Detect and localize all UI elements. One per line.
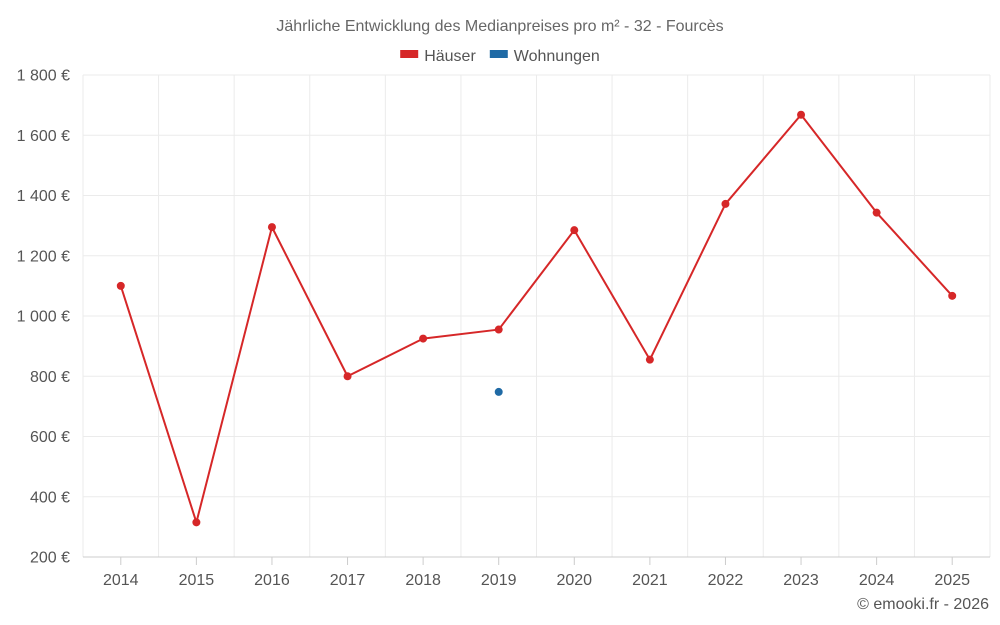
series-0-point [116, 281, 125, 290]
series-layer [116, 110, 957, 527]
y-tick-label: 1 600 € [17, 128, 70, 145]
series-line-0 [119, 113, 953, 524]
x-tick-label: 2024 [859, 572, 895, 589]
legend-swatch [489, 50, 508, 58]
credit-text: © emooki.fr - 2026 [857, 596, 989, 613]
legend-item-0: Häuser [400, 48, 476, 65]
x-tick-label: 2022 [708, 572, 744, 589]
series-0-point [419, 334, 428, 343]
y-tick-label: 800 € [30, 369, 70, 386]
series-0-point [797, 110, 806, 119]
series-0-point [494, 325, 503, 334]
x-tick-label: 2025 [934, 572, 970, 589]
y-tick-label: 1 400 € [17, 188, 70, 205]
x-tick-label: 2017 [330, 572, 366, 589]
series-0-point [948, 291, 957, 300]
x-tick-label: 2016 [254, 572, 290, 589]
legend-label: Häuser [424, 48, 476, 65]
axes: 200 € 400 € 600 € 800 € 1 000 € 1 200 € 1 400 … [17, 68, 990, 589]
x-tick-label: 2023 [783, 572, 819, 589]
x-tick-label: 2018 [405, 572, 441, 589]
x-tick-label: 2014 [103, 572, 139, 589]
series-0-point [343, 372, 352, 381]
series-0-point [192, 518, 201, 527]
legend-item-1: Wohnungen [489, 48, 600, 65]
series-0-point [570, 226, 579, 235]
y-tick-label: 200 € [30, 550, 70, 567]
y-tick-label: 600 € [30, 429, 70, 446]
y-tick-label: 1 200 € [17, 248, 70, 265]
y-tick-label: 400 € [30, 489, 70, 506]
x-tick-label: 2019 [481, 572, 517, 589]
series-0-point [872, 208, 881, 217]
legend: Häuser Wohnungen [400, 48, 600, 65]
x-tick-label: 2020 [556, 572, 592, 589]
legend-swatch [400, 50, 419, 58]
x-tick-label: 2015 [179, 572, 215, 589]
series-0-point [721, 199, 730, 208]
chart-title: Jährliche Entwicklung des Medianpreises … [276, 18, 723, 35]
y-tick-label: 1 000 € [17, 309, 70, 326]
y-tick-label: 1 800 € [17, 68, 70, 85]
series-0-point [645, 355, 654, 364]
legend-label: Wohnungen [514, 48, 600, 65]
grid [82, 74, 991, 557]
x-tick-label: 2021 [632, 572, 668, 589]
series-0-point [267, 223, 276, 232]
series-1-point [494, 387, 503, 396]
